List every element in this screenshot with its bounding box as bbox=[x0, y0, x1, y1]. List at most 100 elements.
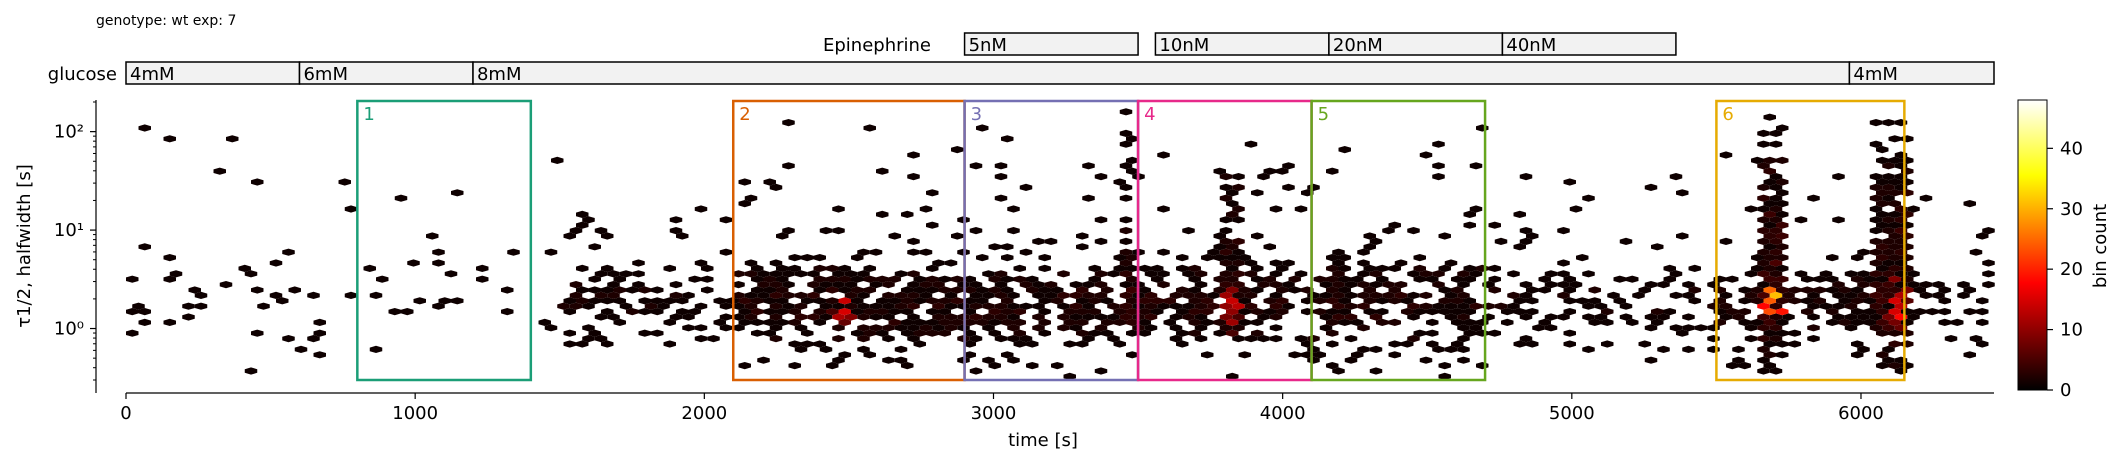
x-tick-label: 3000 bbox=[971, 403, 1017, 424]
hexbin-cell bbox=[1751, 156, 1764, 164]
hexbin-cell bbox=[582, 302, 595, 310]
hexbin-cell bbox=[1888, 362, 1901, 370]
hexbin-cell bbox=[1588, 286, 1601, 294]
hexbin-cell bbox=[1063, 308, 1076, 316]
hexbin-cell bbox=[1251, 329, 1264, 337]
hexbin-cell bbox=[1219, 173, 1233, 181]
hexbin-cell bbox=[594, 291, 608, 299]
hexbin-cell bbox=[1294, 335, 1308, 343]
hexbin-cell bbox=[1432, 345, 1445, 353]
hexbin-cell bbox=[1601, 308, 1614, 316]
hexbin-cell bbox=[1582, 345, 1595, 353]
hexbin-cell bbox=[1357, 281, 1370, 289]
hexbin-cell bbox=[576, 286, 589, 294]
hexbin-cell bbox=[982, 270, 995, 278]
hexbin-cell bbox=[1369, 281, 1383, 289]
hexbin-cell bbox=[1807, 324, 1820, 332]
hexbin-cell bbox=[1219, 313, 1233, 321]
hexbin-cell bbox=[719, 216, 733, 224]
hexbin-cell bbox=[1232, 248, 1245, 256]
hexbin-cell bbox=[901, 210, 914, 218]
hexbin-cell bbox=[813, 340, 826, 348]
hexbin-cell bbox=[763, 275, 776, 283]
hexbin-cell bbox=[1182, 291, 1195, 299]
hexbin-cell bbox=[1888, 340, 1901, 348]
colorbar-gradient bbox=[2017, 99, 2048, 391]
hexbin-cell bbox=[1876, 318, 1889, 326]
hexbin-cell bbox=[1851, 308, 1864, 316]
hexbin-cell bbox=[913, 297, 926, 305]
hexbin-cell bbox=[1769, 324, 1783, 332]
hexbin-cell bbox=[1244, 335, 1258, 343]
hexbin-cell bbox=[1869, 248, 1883, 256]
hexbin-cell bbox=[1451, 286, 1464, 294]
hexbin-cell bbox=[1288, 275, 1301, 283]
hexbin-cell bbox=[138, 243, 151, 251]
hexbin-cell bbox=[126, 329, 139, 337]
hexbin-cell bbox=[1032, 324, 1045, 332]
hexbin-cell bbox=[1382, 281, 1395, 289]
hexbin-cell bbox=[1019, 183, 1033, 191]
hexbin-cell bbox=[594, 270, 608, 278]
hexbin-cell bbox=[1051, 297, 1064, 305]
hexbin-cell bbox=[913, 329, 926, 337]
hexbin-cell bbox=[188, 286, 201, 294]
experiment-label: genotype: wt exp: 7 bbox=[96, 13, 236, 29]
hexbin-cell bbox=[1576, 254, 1589, 262]
hexbin-cell bbox=[907, 281, 920, 289]
hexbin-cell bbox=[1507, 291, 1520, 299]
hexbin-cell bbox=[1888, 297, 1901, 305]
hexbin-cell bbox=[1588, 297, 1601, 305]
hexbin-cell bbox=[832, 313, 845, 321]
hexbin-cell bbox=[451, 189, 464, 197]
hexbin-cell bbox=[138, 124, 151, 132]
hexbin-cell bbox=[982, 291, 995, 299]
hexbin-cell bbox=[1226, 189, 1239, 197]
hexbin-cell bbox=[1769, 291, 1783, 299]
hexbin-cell bbox=[1463, 308, 1476, 316]
hexbin-cell bbox=[1026, 286, 1039, 294]
hexbin-cell bbox=[1432, 270, 1445, 278]
hexbin-cell bbox=[1232, 302, 1245, 310]
region-box-1 bbox=[356, 99, 533, 382]
hexbin-cell bbox=[576, 297, 589, 305]
hexbin-cell bbox=[751, 318, 764, 326]
hexbin-cell bbox=[1744, 205, 1758, 213]
hexbin-cell bbox=[763, 178, 776, 186]
hexbin-cell bbox=[1194, 281, 1208, 289]
hexbin-cell bbox=[1082, 302, 1095, 310]
hexbin-cell bbox=[1869, 281, 1883, 289]
hexbin-cell bbox=[1757, 367, 1770, 375]
hexbin-cell bbox=[807, 281, 820, 289]
hexbin-cell bbox=[869, 313, 883, 321]
hexbin-cell bbox=[744, 313, 758, 321]
hexbin-cell bbox=[1232, 259, 1245, 267]
hexbin-cell bbox=[1451, 318, 1464, 326]
hexbin-cell bbox=[1763, 308, 1776, 316]
hexbin-cell bbox=[1769, 259, 1783, 267]
hexbin-cell bbox=[1869, 216, 1883, 224]
hexbin-cell bbox=[1326, 167, 1339, 175]
hexbin-cell bbox=[626, 286, 639, 294]
hexbin-cell bbox=[657, 302, 670, 310]
hexbin-cell bbox=[938, 275, 951, 283]
hexbin-cell bbox=[1094, 237, 1108, 245]
hexbin-cell bbox=[1626, 275, 1639, 283]
hexbin-cell bbox=[1519, 335, 1533, 343]
hexbin-cell bbox=[1251, 232, 1264, 240]
hexbin-cell bbox=[282, 248, 295, 256]
hexbin-cell bbox=[1263, 167, 1276, 175]
hexbin-cell bbox=[1057, 313, 1070, 321]
hexbin-cell bbox=[807, 291, 820, 299]
hexbin-cell bbox=[1663, 275, 1676, 283]
hexbin-cell bbox=[719, 313, 733, 321]
hexbin-cell bbox=[1282, 183, 1295, 191]
hexbin-cell bbox=[563, 308, 576, 316]
hexbin-cell bbox=[926, 297, 939, 305]
hexbin-cell bbox=[644, 302, 658, 310]
hexbin-cell bbox=[1251, 189, 1264, 197]
hexbin-cell bbox=[1632, 291, 1645, 299]
hexbin-cell bbox=[1032, 237, 1045, 245]
hexbin-cell bbox=[1401, 340, 1414, 348]
hexbin-cell bbox=[1057, 302, 1070, 310]
